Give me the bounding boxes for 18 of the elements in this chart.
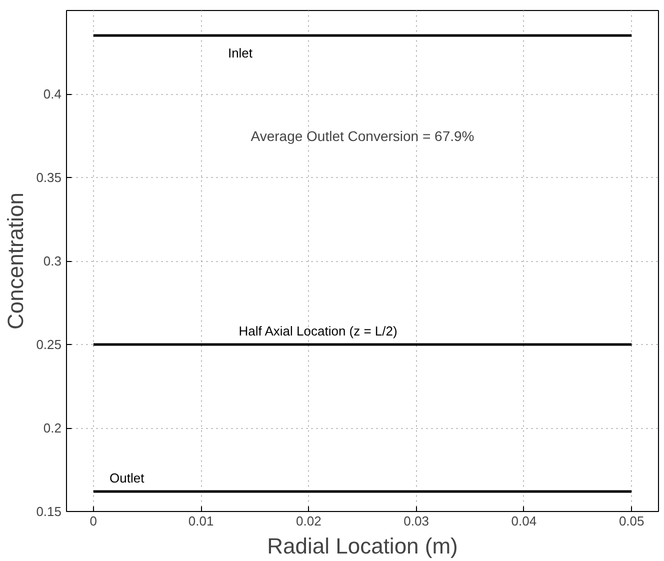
x-tick-label: 0 <box>90 514 98 528</box>
y-tick-label: 0.3 <box>43 254 62 268</box>
x-tick-label: 0.03 <box>404 514 429 528</box>
y-tick-label: 0.25 <box>36 337 62 352</box>
y-tick-label: 0.15 <box>36 504 62 519</box>
series-label: Outlet <box>110 470 145 486</box>
x-tick-label: 0.02 <box>296 514 322 528</box>
annotation: Average Outlet Conversion = 67.9% <box>250 128 474 144</box>
y-axis-title: Concentration <box>3 192 28 330</box>
series-label: Half Axial Location (z = L/2) <box>238 324 398 338</box>
x-axis-title: Radial Location (m) <box>267 534 458 558</box>
x-tick-label: 0.01 <box>188 514 214 528</box>
x-tick-label: 0.04 <box>511 514 537 528</box>
y-tick-label: 0.2 <box>43 420 62 436</box>
y-tick-label: 0.4 <box>43 86 62 102</box>
x-tick-label: 0.05 <box>618 514 644 528</box>
series-label: Inlet <box>228 46 253 61</box>
y-tick-label: 0.35 <box>36 170 62 185</box>
